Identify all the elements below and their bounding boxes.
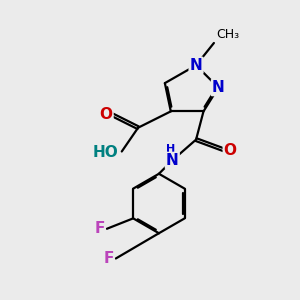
Text: F: F xyxy=(103,251,114,266)
Text: N: N xyxy=(166,153,179,168)
Text: O: O xyxy=(224,142,237,158)
Text: CH₃: CH₃ xyxy=(216,28,239,40)
Text: N: N xyxy=(212,80,225,95)
Text: H: H xyxy=(166,144,176,154)
Text: HO: HO xyxy=(92,146,118,160)
Text: F: F xyxy=(94,221,105,236)
Text: O: O xyxy=(100,107,112,122)
Text: N: N xyxy=(190,58,202,73)
